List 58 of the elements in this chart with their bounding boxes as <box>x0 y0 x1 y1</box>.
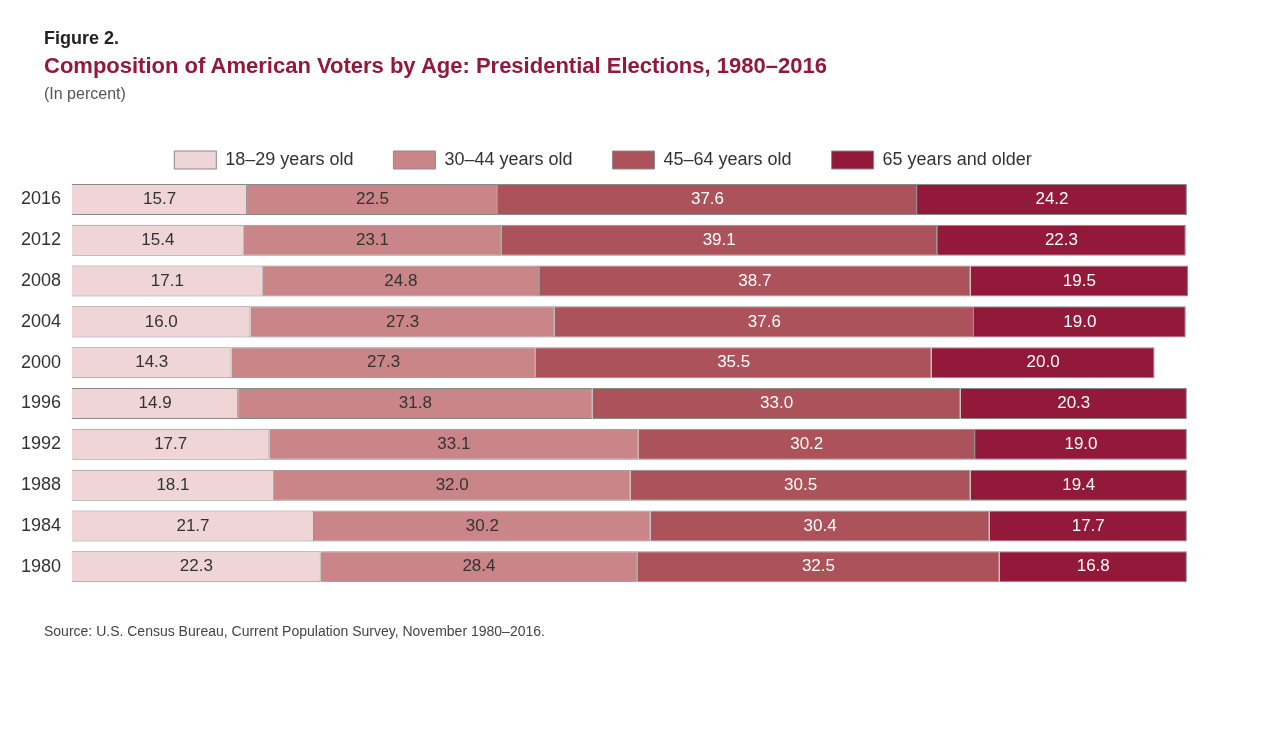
data-label: 17.1 <box>150 270 184 290</box>
data-label: 21.7 <box>176 515 210 535</box>
data-label: 19.5 <box>1062 270 1096 290</box>
data-label: 24.2 <box>1035 189 1069 209</box>
data-label: 23.1 <box>355 229 390 249</box>
data-label: 20.0 <box>1026 352 1060 372</box>
data-label: 24.8 <box>384 270 418 290</box>
data-label: 33.1 <box>437 434 471 454</box>
data-label: 15.7 <box>143 189 177 209</box>
y-tick-label: 1984 <box>21 514 62 535</box>
y-tick-label: 2000 <box>21 351 62 372</box>
data-label: 30.4 <box>803 515 837 535</box>
y-tick-label: 1980 <box>21 555 62 576</box>
y-tick-label: 1988 <box>21 474 62 495</box>
y-tick-label: 1996 <box>21 392 62 413</box>
y-tick-label: 2016 <box>21 188 62 209</box>
data-label: 37.6 <box>690 189 725 209</box>
data-label: 22.3 <box>179 556 213 576</box>
data-label: 27.3 <box>367 352 401 372</box>
data-label: 17.7 <box>154 434 188 454</box>
legend-label: 45–64 years old <box>663 148 792 169</box>
data-label: 30.2 <box>790 434 824 454</box>
data-label: 16.8 <box>1076 556 1110 576</box>
data-label: 19.4 <box>1062 474 1096 494</box>
data-label: 19.0 <box>1063 311 1097 331</box>
chart-subtitle: (In percent) <box>44 85 127 103</box>
data-label: 14.9 <box>138 393 172 413</box>
data-label: 19.0 <box>1064 434 1098 454</box>
data-label: 31.8 <box>398 393 432 413</box>
y-tick-label: 2004 <box>21 310 62 331</box>
data-label: 37.6 <box>747 311 781 331</box>
data-label: 18.1 <box>156 474 190 494</box>
legend-label: 18–29 years old <box>225 148 354 169</box>
data-label: 17.7 <box>1071 515 1105 535</box>
data-label: 32.0 <box>435 474 469 494</box>
data-label: 30.5 <box>784 474 818 494</box>
data-label: 22.5 <box>355 189 390 209</box>
data-label: 14.3 <box>135 352 169 372</box>
y-tick-label: 2008 <box>21 270 62 291</box>
data-label: 32.5 <box>801 556 835 576</box>
y-tick-label: 1992 <box>21 433 62 454</box>
y-tick-label: 2012 <box>21 229 62 250</box>
data-label: 30.2 <box>465 515 499 535</box>
data-label: 33.0 <box>760 393 794 413</box>
data-label: 16.0 <box>144 311 178 331</box>
data-label: 15.4 <box>141 229 175 249</box>
data-label: 22.3 <box>1044 229 1079 249</box>
caption: Figure 2. <box>44 28 120 49</box>
chart-title: Composition of American Voters by Age: Presidential Elections, 1980–2016 <box>44 53 828 79</box>
data-label: 20.3 <box>1057 393 1091 413</box>
data-label: 28.4 <box>462 556 496 576</box>
legend-label: 65 years and older <box>882 148 1032 169</box>
data-label: 39.1 <box>702 229 736 249</box>
source-note: Source: U.S. Census Bureau, Current Population Survey, November 1980–2016. <box>44 623 546 639</box>
data-label: 38.7 <box>738 270 772 290</box>
legend-label: 30–44 years old <box>444 148 573 169</box>
data-label: 35.5 <box>717 352 751 372</box>
data-label: 27.3 <box>386 311 420 331</box>
